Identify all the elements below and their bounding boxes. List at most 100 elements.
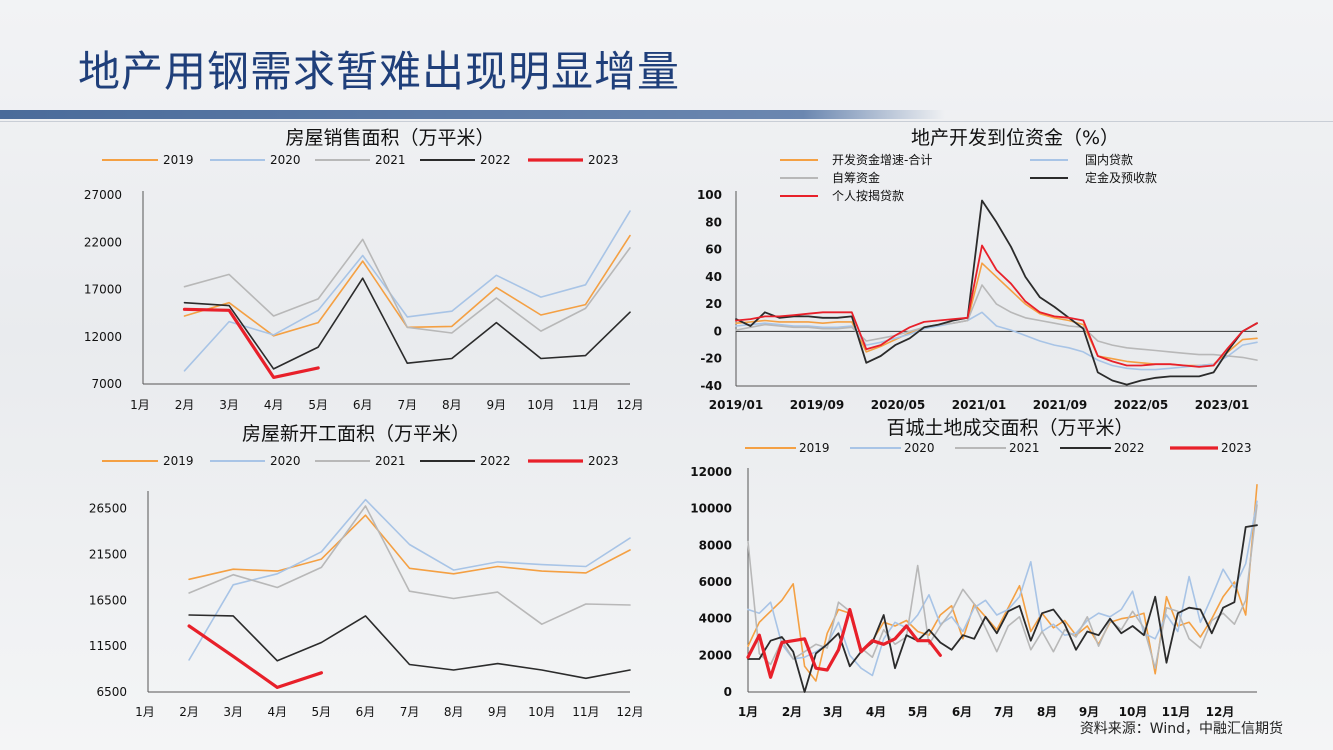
starts-legend-label-0: 2019 bbox=[163, 454, 194, 468]
land-ytick: 0 bbox=[724, 685, 732, 699]
land-xtick: 11月 bbox=[1162, 705, 1191, 719]
sales-xtick: 7月 bbox=[397, 398, 417, 412]
starts-chart-title: 房屋新开工面积（万平米） bbox=[242, 423, 470, 445]
starts-xtick: 7月 bbox=[400, 705, 420, 719]
funds-legend-label-4: 个人按揭贷款 bbox=[832, 188, 904, 203]
land-xtick: 10月 bbox=[1119, 705, 1148, 719]
starts-legend-label-4: 2023 bbox=[588, 454, 619, 468]
starts-ytick: 26500 bbox=[89, 502, 127, 516]
sales-chart-title: 房屋销售面积（万平米） bbox=[285, 127, 494, 149]
starts-xtick: 9月 bbox=[488, 705, 508, 719]
land-legend-label-1: 2020 bbox=[904, 441, 935, 455]
sales-xtick: 4月 bbox=[264, 398, 284, 412]
land-xtick: 4月 bbox=[866, 705, 886, 719]
funds-xtick: 2019/09 bbox=[790, 398, 844, 412]
sales-series-line-3 bbox=[183, 277, 631, 370]
land-xtick: 8月 bbox=[1037, 705, 1057, 719]
funds-legend-label-2: 自筹资金 bbox=[832, 170, 880, 185]
funds-series-line-0 bbox=[735, 262, 1258, 367]
land-xtick: 12月 bbox=[1206, 705, 1235, 719]
starts-series-line-0 bbox=[188, 514, 631, 581]
sales-ytick: 7000 bbox=[91, 377, 122, 391]
sales-xtick: 8月 bbox=[442, 398, 462, 412]
land-xtick: 5月 bbox=[908, 705, 928, 719]
sales-xtick: 11月 bbox=[572, 398, 599, 412]
sales-legend-label-2: 2021 bbox=[375, 153, 406, 167]
starts-xtick: 11月 bbox=[572, 705, 599, 719]
starts-series-line-2 bbox=[188, 505, 631, 625]
sales-xtick: 6月 bbox=[353, 398, 373, 412]
sales-xtick: 2月 bbox=[175, 398, 195, 412]
funds-ytick: 100 bbox=[697, 188, 722, 202]
funds-ytick: 40 bbox=[705, 270, 722, 284]
starts-ytick: 21500 bbox=[89, 548, 127, 562]
land-ytick: 2000 bbox=[699, 648, 732, 662]
land-legend-label-4: 2023 bbox=[1221, 441, 1252, 455]
funds-ytick: 0 bbox=[714, 324, 722, 338]
funds-series-line-1 bbox=[735, 311, 1258, 371]
land-ytick: 8000 bbox=[699, 538, 732, 552]
sales-ytick: 22000 bbox=[84, 235, 122, 249]
starts-series-line-3 bbox=[188, 614, 631, 680]
starts-xtick: 6月 bbox=[356, 705, 376, 719]
starts-ytick: 11500 bbox=[89, 639, 127, 653]
land-legend-label-0: 2019 bbox=[799, 441, 830, 455]
land-xtick: 2月 bbox=[782, 705, 802, 719]
funds-xtick: 2021/09 bbox=[1033, 398, 1087, 412]
starts-xtick: 10月 bbox=[528, 705, 555, 719]
funds-ytick: -20 bbox=[700, 352, 722, 366]
funds-series-line-3 bbox=[735, 199, 1258, 386]
funds-ytick: -40 bbox=[700, 379, 722, 393]
funds-legend-label-0: 开发资金增速-合计 bbox=[832, 152, 932, 167]
funds-xtick: 2023/01 bbox=[1195, 398, 1249, 412]
sales-xtick: 10月 bbox=[527, 398, 554, 412]
funds-xtick: 2021/01 bbox=[952, 398, 1006, 412]
starts-xtick: 3月 bbox=[223, 705, 243, 719]
starts-ytick: 16500 bbox=[89, 593, 127, 607]
sales-legend-label-0: 2019 bbox=[163, 153, 194, 167]
funds-legend-label-3: 定金及预收款 bbox=[1085, 170, 1157, 185]
starts-series-line-1 bbox=[188, 498, 631, 661]
funds-ytick: 80 bbox=[705, 215, 722, 229]
title-underline-bar bbox=[0, 110, 945, 119]
land-series-line-0 bbox=[747, 484, 1258, 682]
sales-legend-label-3: 2022 bbox=[480, 153, 511, 167]
starts-series-line-4 bbox=[187, 624, 323, 689]
sales-xtick: 5月 bbox=[308, 398, 328, 412]
starts-xtick: 5月 bbox=[312, 705, 332, 719]
sales-ytick: 27000 bbox=[84, 188, 122, 202]
title-divider bbox=[0, 121, 1333, 122]
sales-xtick: 12月 bbox=[616, 398, 643, 412]
starts-legend-label-2: 2021 bbox=[375, 454, 406, 468]
land-ytick: 12000 bbox=[690, 465, 732, 479]
sales-legend-label-4: 2023 bbox=[588, 153, 619, 167]
sales-legend-label-1: 2020 bbox=[270, 153, 301, 167]
funds-chart-title: 地产开发到位资金（%） bbox=[911, 127, 1119, 149]
land-xtick: 3月 bbox=[823, 705, 843, 719]
sales-series-line-4 bbox=[182, 307, 320, 379]
starts-xtick: 1月 bbox=[135, 705, 155, 719]
land-series-line-4 bbox=[746, 607, 942, 679]
land-legend-label-2: 2021 bbox=[1009, 441, 1040, 455]
page-title: 地产用钢需求暂难出现明显增量 bbox=[78, 47, 681, 96]
funds-series-line-2 bbox=[735, 284, 1258, 361]
sales-ytick: 12000 bbox=[84, 330, 122, 344]
land-ytick: 6000 bbox=[699, 575, 732, 589]
land-xtick: 7月 bbox=[994, 705, 1014, 719]
sales-xtick: 3月 bbox=[219, 398, 239, 412]
sales-ytick: 17000 bbox=[84, 283, 122, 297]
sales-xtick: 1月 bbox=[130, 398, 150, 412]
sales-series-line-1 bbox=[183, 210, 631, 372]
funds-ytick: 20 bbox=[705, 297, 722, 311]
starts-xtick: 2月 bbox=[179, 705, 199, 719]
land-series-line-1 bbox=[747, 500, 1258, 677]
starts-ytick: 6500 bbox=[96, 685, 127, 699]
funds-xtick: 2022/05 bbox=[1114, 398, 1168, 412]
funds-ytick: 60 bbox=[705, 243, 722, 257]
land-xtick: 6月 bbox=[952, 705, 972, 719]
funds-legend-label-1: 国内贷款 bbox=[1085, 153, 1133, 167]
land-xtick: 9月 bbox=[1079, 705, 1099, 719]
funds-xtick: 2019/01 bbox=[709, 398, 763, 412]
land-chart-title: 百城土地成交面积（万平米） bbox=[886, 417, 1133, 439]
